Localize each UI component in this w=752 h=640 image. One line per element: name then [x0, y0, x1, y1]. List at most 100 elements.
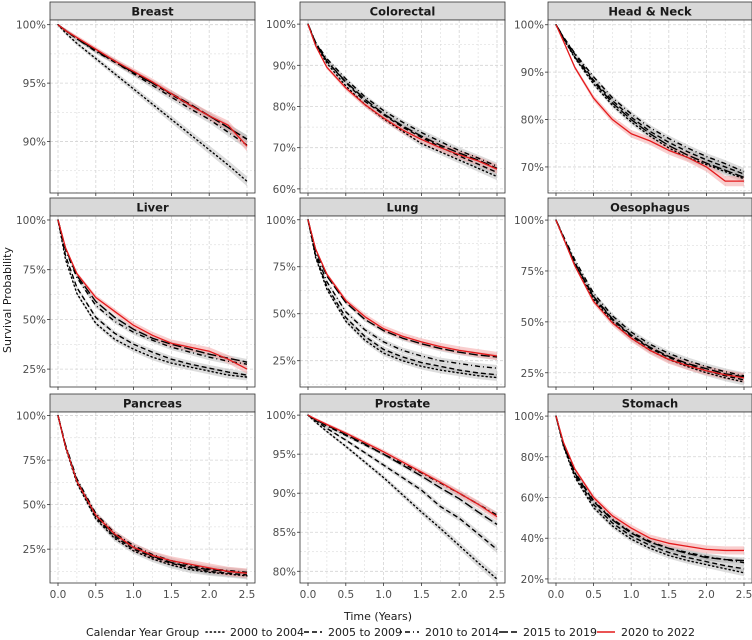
y-tick-label: 100% — [16, 20, 46, 32]
series-line — [57, 219, 248, 376]
legend-item-label: 2005 to 2009 — [328, 626, 402, 639]
series-line — [555, 24, 745, 173]
panel-border — [49, 411, 256, 584]
y-tick-label: 95% — [23, 78, 46, 90]
x-tick-label: 1.5 — [163, 589, 180, 601]
series-line — [307, 414, 498, 518]
x-tick-label: 2.5 — [489, 589, 506, 601]
series-line — [307, 219, 498, 358]
x-tick-label: 2.5 — [736, 589, 752, 601]
legend-item-label: 2010 to 2014 — [425, 626, 499, 639]
facet-title: Pancreas — [123, 397, 182, 411]
series-line — [57, 219, 248, 370]
legend-title: Calendar Year Group — [86, 626, 199, 639]
x-tick-label: 0.5 — [337, 589, 354, 601]
series-line — [307, 219, 498, 357]
x-tick-label: 1.5 — [413, 589, 430, 601]
panel-stomach: Stomach 20% 40% 60% 80% 100% 0.0 0.5 1.0 1.5 2.0 2.… — [514, 393, 752, 601]
x-tick-label: 1.0 — [623, 589, 640, 601]
y-tick-label: 50% — [23, 314, 46, 326]
legend-item-label: 2000 to 2004 — [230, 626, 304, 639]
y-tick-label: 80% — [521, 115, 544, 127]
panel-prostate: Prostate 80% 85% 90% 95% 100% 0.0 0.5 1.0 1.5 2.0 2… — [266, 393, 506, 601]
series-line — [307, 414, 498, 526]
x-tick-label: 1.0 — [375, 589, 392, 601]
panel-border — [49, 19, 256, 194]
ci-band — [308, 24, 497, 174]
y-tick-label: 100% — [514, 411, 544, 423]
y-tick-label: 60% — [273, 184, 296, 196]
x-tick-label: 1.0 — [125, 589, 142, 601]
y-tick-label: 90% — [521, 67, 544, 79]
panel-breast: Breast 90% 95% 100% — [16, 1, 256, 196]
facet-title: Head & Neck — [608, 5, 692, 19]
x-axis-label: Time (Years) — [343, 610, 412, 623]
series-lines — [555, 24, 745, 182]
y-tick-label: 20% — [521, 574, 544, 586]
y-tick-label: 100% — [266, 19, 296, 31]
y-tick-label: 100% — [16, 215, 46, 227]
x-tick-label: 2.5 — [239, 589, 256, 601]
y-tick-label: 85% — [273, 527, 296, 539]
panel-pancreas: Pancreas 25% 50% 75% 100% 0.0 0.5 1.0 1.5 2.0 2.5 — [16, 393, 256, 601]
y-tick-label: 25% — [23, 544, 46, 556]
y-tick-label: 50% — [273, 309, 296, 321]
y-tick-label: 80% — [521, 452, 544, 464]
x-tick-label: 2.0 — [698, 589, 715, 601]
series-line — [57, 24, 248, 147]
panel-border — [547, 215, 752, 388]
facet-title: Colorectal — [370, 5, 436, 19]
series-lines — [555, 415, 745, 574]
y-tick-label: 80% — [273, 102, 296, 114]
facet-title: Stomach — [622, 397, 678, 411]
series-line — [307, 219, 498, 379]
x-tick-label: 2.0 — [451, 589, 468, 601]
panel-liver: Liver 25% 50% 75% 100% — [16, 197, 256, 390]
y-tick-label: 75% — [521, 266, 544, 278]
panel-border — [299, 411, 506, 584]
series-line — [307, 23, 498, 178]
y-tick-label: 50% — [521, 317, 544, 329]
y-tick-label: 100% — [266, 410, 296, 422]
series-line — [57, 415, 248, 574]
y-tick-label: 90% — [23, 137, 46, 149]
y-tick-label: 100% — [266, 215, 296, 227]
panel-border — [299, 215, 506, 388]
panel-border — [547, 19, 752, 194]
y-tick-label: 75% — [23, 265, 46, 277]
y-tick-label: 50% — [23, 500, 46, 512]
y-tick-label: 70% — [521, 162, 544, 174]
series-line — [57, 219, 248, 378]
panel-border — [49, 215, 256, 388]
y-tick-label: 60% — [521, 493, 544, 505]
series-line — [555, 24, 745, 175]
y-tick-label: 80% — [273, 566, 296, 578]
series-line — [555, 219, 745, 378]
confidence-bands — [556, 24, 744, 187]
series-lines — [307, 414, 498, 580]
x-tick-label: 2.0 — [201, 589, 218, 601]
facet-title: Lung — [387, 201, 419, 215]
y-tick-label: 40% — [521, 533, 544, 545]
y-tick-label: 100% — [16, 411, 46, 423]
y-tick-label: 100% — [514, 215, 544, 227]
panel-oesophagus: Oesophagus 25% 50% 75% 100% — [514, 197, 752, 390]
series-line — [57, 219, 248, 365]
panel-colorectal: Colorectal 60% 70% 80% 90% 100% — [266, 1, 506, 196]
panel-head-neck: Head & Neck 70% 80% 90% 100% — [514, 1, 752, 196]
facet-title: Breast — [131, 5, 174, 19]
series-line — [307, 414, 498, 550]
ci-band — [556, 24, 744, 176]
ci-band — [308, 415, 497, 519]
x-tick-label: 0.5 — [87, 589, 104, 601]
series-line — [307, 23, 498, 174]
series-lines — [57, 23, 248, 183]
x-tick-label: 0.0 — [300, 589, 317, 601]
y-axis-label: Survival Probability — [1, 247, 14, 353]
y-tick-label: 95% — [273, 449, 296, 461]
series-lines — [307, 23, 498, 178]
y-tick-label: 100% — [514, 20, 544, 32]
facet-title: Liver — [136, 201, 169, 215]
series-line — [555, 24, 744, 182]
